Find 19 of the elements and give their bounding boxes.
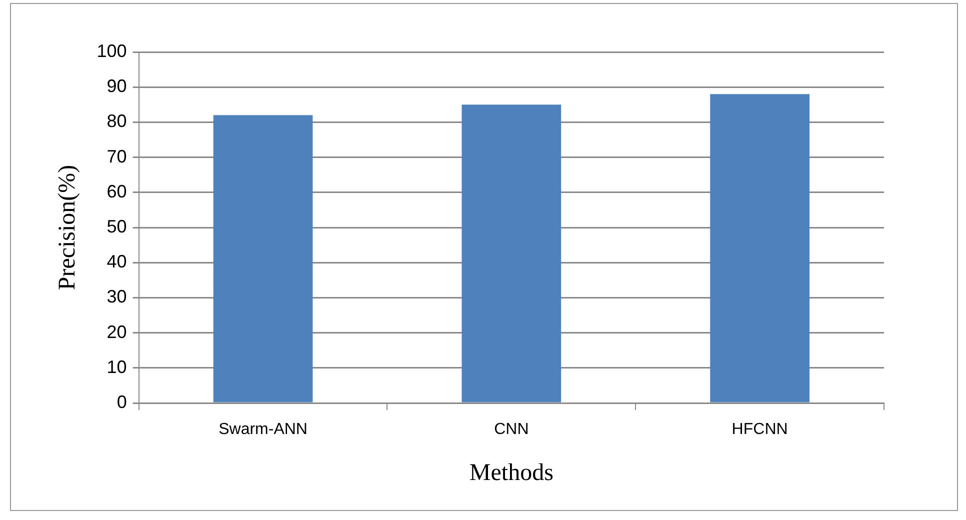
x-tick-label: HFCNN [732,421,788,438]
y-tick-label: 40 [106,252,127,272]
y-axis-title: Precision(%) [54,164,81,290]
bar [462,104,562,402]
bar [710,94,810,402]
y-tick-label: 80 [106,111,127,132]
y-tick-label: 0 [116,392,127,412]
y-tick-label: 60 [106,181,127,202]
y-tick-label: 100 [96,40,127,61]
x-tick-label: CNN [494,421,529,438]
y-tick-label: 30 [106,286,127,307]
x-axis-title: Methods [469,460,554,486]
x-tick-label: Swarm-ANN [218,421,308,438]
y-tick-label: 90 [106,76,127,96]
y-tick-label: 20 [106,322,127,342]
y-tick-label: 70 [106,146,127,166]
bar [213,115,313,402]
y-tick-label: 10 [106,356,127,377]
y-tick-label: 50 [106,216,127,236]
